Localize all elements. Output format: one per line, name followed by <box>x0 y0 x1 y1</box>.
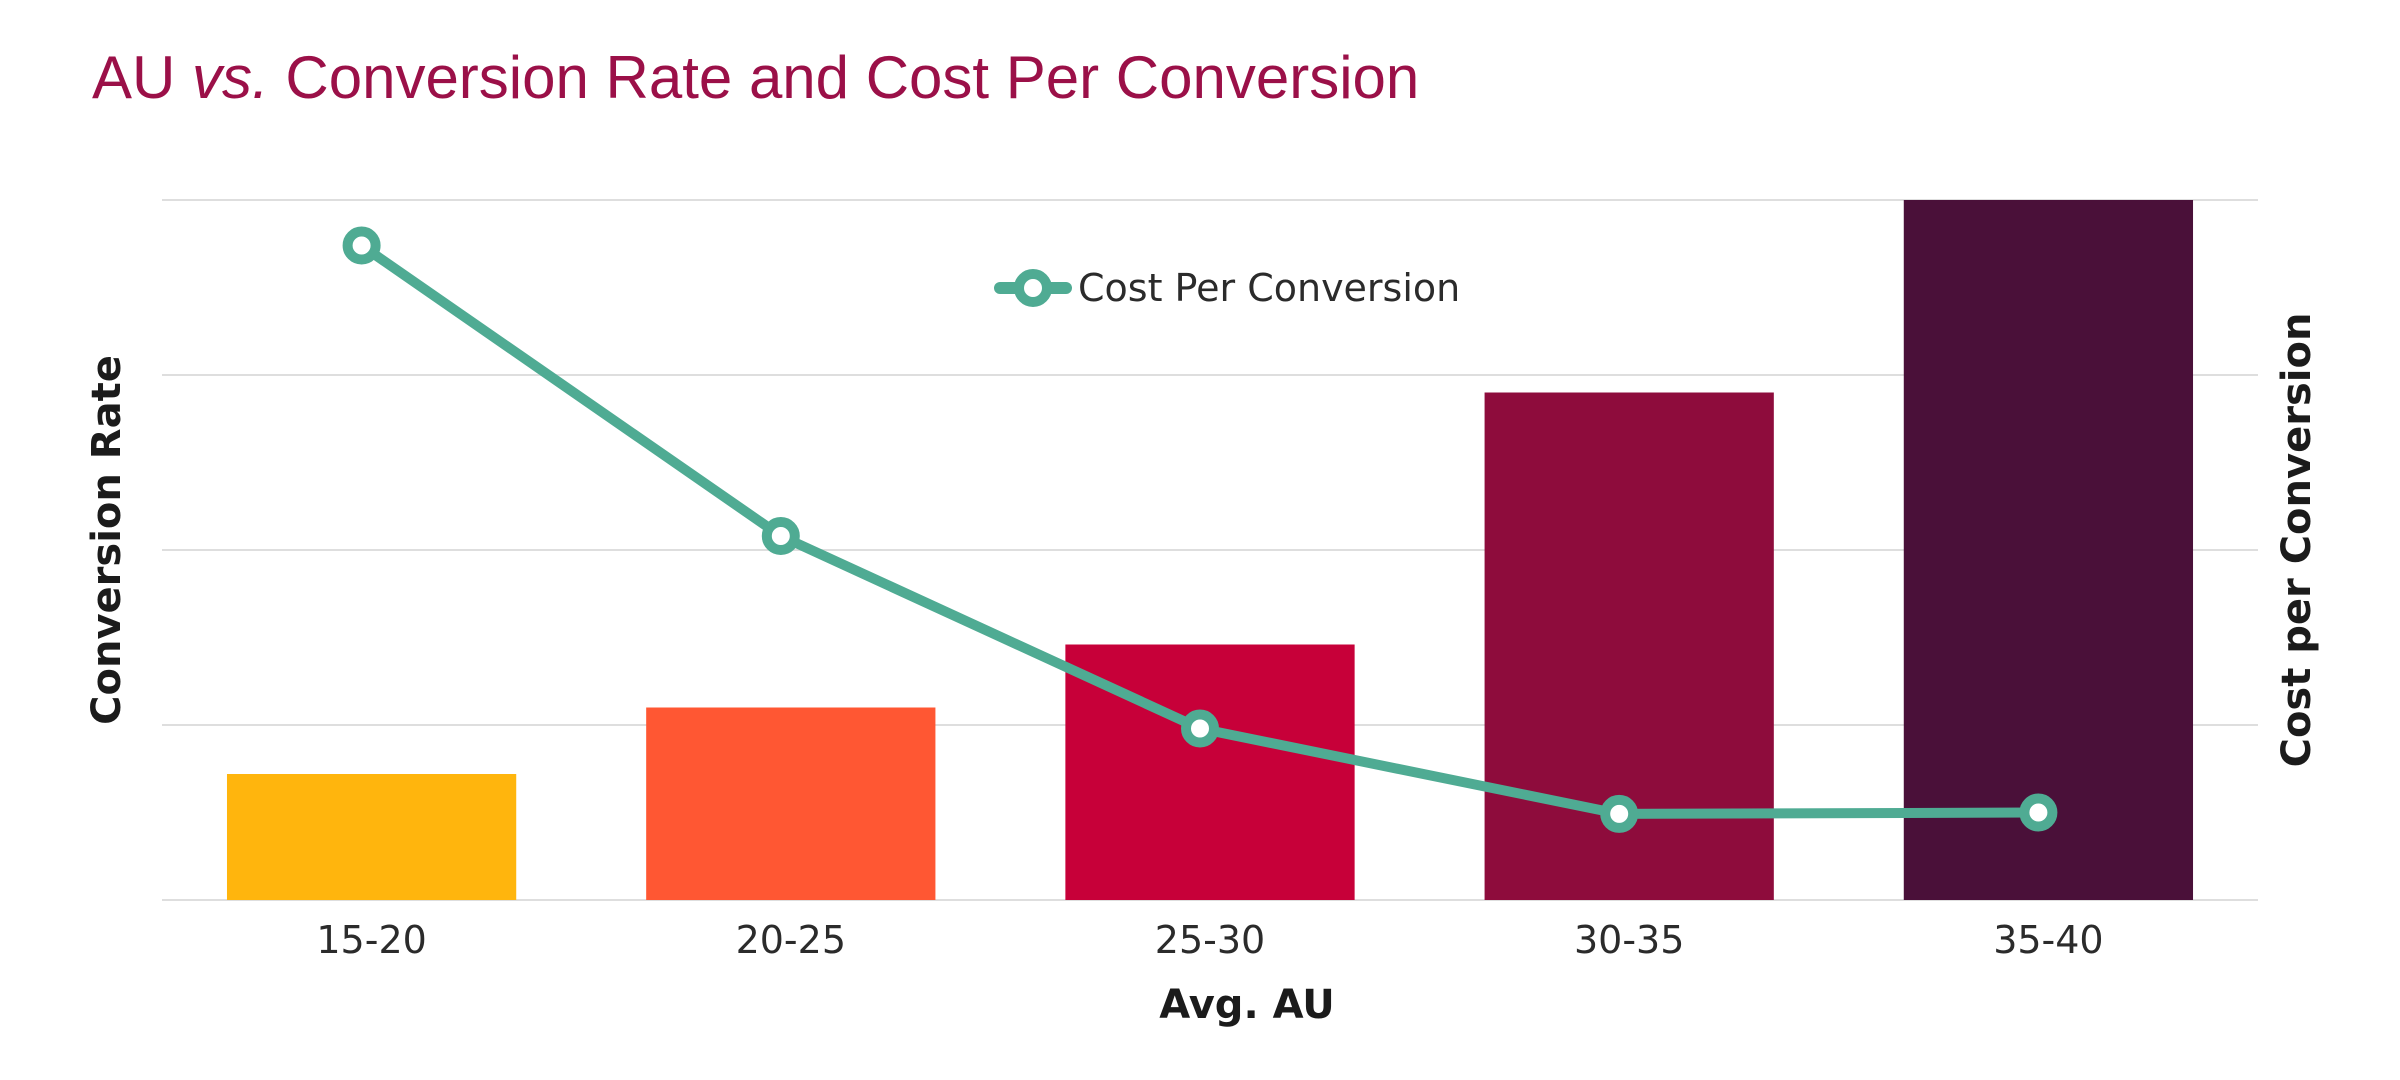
chart-title-suffix: Conversion Rate and Cost Per Conversion <box>269 44 1420 111</box>
line-point-20-25 <box>761 517 800 555</box>
legend-marker-swatch <box>1014 269 1052 307</box>
line-point-15-20 <box>342 226 381 265</box>
legend-label: Cost Per Conversion <box>1078 266 1460 310</box>
x-tick-label: 20-25 <box>736 918 846 962</box>
x-axis-title: Avg. AU <box>1159 982 1335 1028</box>
line-point-30-35 <box>1600 794 1639 833</box>
x-tick-label: 35-40 <box>1993 918 2103 962</box>
bar-15-20 <box>226 774 517 900</box>
chart-title: AU vs. Conversion Rate and Cost Per Conv… <box>92 44 1419 111</box>
chart-title-emphasis: vs. <box>192 44 269 111</box>
line-point-35-40 <box>2019 793 2058 832</box>
y-axis-title: Conversion Rate <box>84 355 130 725</box>
bar-20-25 <box>646 707 936 900</box>
x-tick-label: 25-30 <box>1155 918 1265 962</box>
chart-title-prefix: AU <box>92 44 192 111</box>
legend: Cost Per Conversion <box>994 266 1460 310</box>
x-tick-label: 30-35 <box>1574 918 1684 962</box>
bar-35-40 <box>1903 200 2194 900</box>
line-series <box>342 226 2058 833</box>
line-point-25-30 <box>1181 709 1219 748</box>
x-tick-labels: 15-20 20-25 25-30 30-35 35-40 <box>316 918 2103 962</box>
y2-axis-title: Cost per Conversion <box>2274 313 2320 768</box>
x-tick-label: 15-20 <box>316 918 426 962</box>
